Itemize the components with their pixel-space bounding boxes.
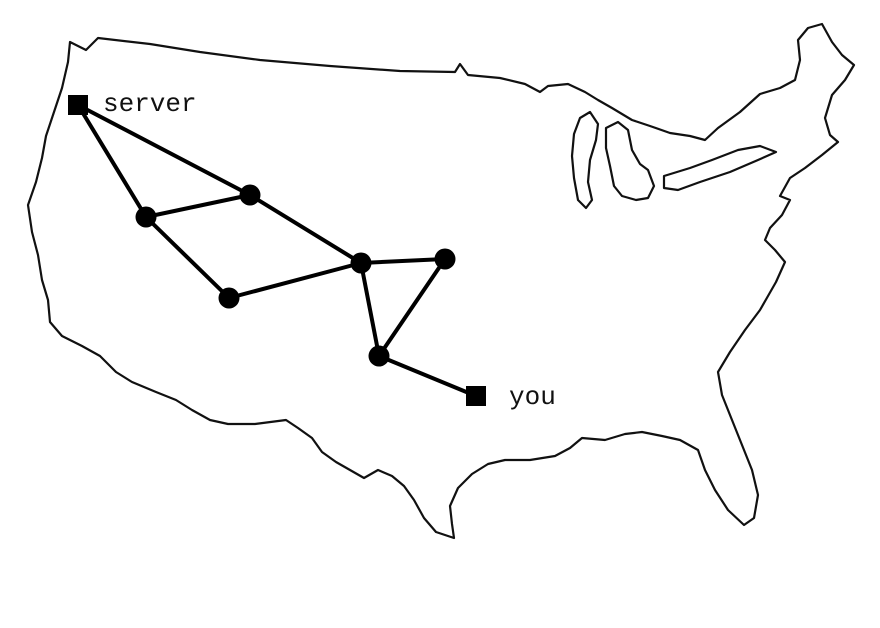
link-router-e-router-f [377, 257, 447, 358]
router-node [368, 345, 390, 367]
router-nodes [135, 184, 456, 367]
link-router-d-router-e [359, 257, 447, 265]
lake-michigan-outline [570, 110, 600, 210]
link-router-b-router-d [248, 193, 363, 265]
server-endpoint: server [68, 89, 197, 119]
you-square-icon [466, 386, 486, 406]
router-node [239, 184, 261, 206]
link-server-router-b [76, 103, 252, 197]
great-lakes-east-outline [662, 144, 778, 192]
network-links [76, 103, 478, 398]
router-node [350, 252, 372, 274]
server-label: server [103, 89, 197, 119]
router-node [135, 206, 157, 228]
link-router-f-you [377, 354, 478, 398]
link-router-a-router-c [144, 215, 231, 300]
you-endpoint: you [466, 382, 556, 412]
router-node [218, 287, 240, 309]
link-server-router-a [76, 103, 148, 219]
you-label: you [509, 382, 556, 412]
router-node [434, 248, 456, 270]
us-map-outline [26, 22, 856, 540]
link-router-c-router-d [227, 261, 363, 300]
server-square-icon [68, 95, 88, 115]
michigan-lower-peninsula-outline [604, 120, 656, 202]
link-router-d-router-f [359, 261, 381, 358]
link-router-a-router-b [144, 193, 252, 219]
mainland-outline [26, 22, 856, 540]
